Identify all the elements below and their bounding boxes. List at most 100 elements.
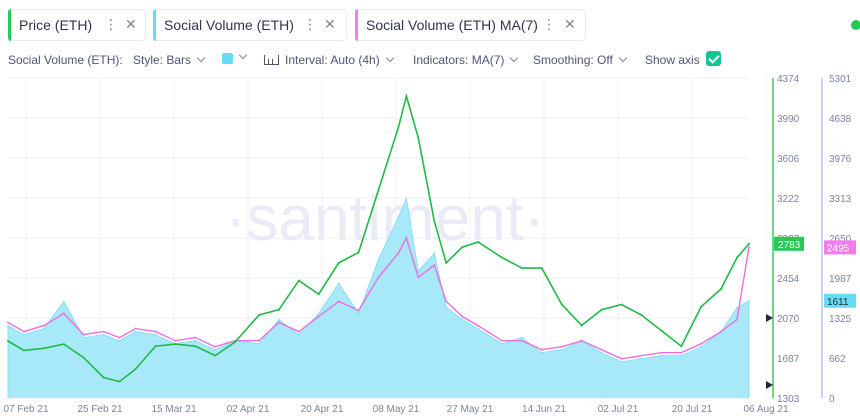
ma7-point [660,351,663,354]
x-tick-label: 15 Mar 21 [151,404,196,415]
price-point [461,246,464,249]
ma7-point [680,351,683,354]
x-tick-label: 06 Aug 21 [743,404,788,415]
ma7-point [720,330,723,333]
price-point [445,261,448,264]
price-point [174,343,177,346]
price-point [82,356,85,359]
social-volume-point [23,333,25,336]
ma7-point [82,333,85,336]
price-point [397,126,400,129]
style-dropdown[interactable]: Style: Bars [133,53,206,67]
social-tick-label: 1987 [829,274,852,285]
ma7-point [62,312,65,315]
tab-label: Social Volume (ETH) [164,17,294,33]
social-volume-point [417,270,420,272]
show-axis-checkbox[interactable] [706,51,721,66]
social-tick-label: 4638 [829,114,852,125]
smoothing-label: Smoothing: Off [533,53,613,67]
price-point [560,303,563,306]
price-point [337,261,340,264]
price-tick-label: 3222 [777,194,800,205]
ma7-point [42,324,45,327]
ma7-point [620,357,623,360]
series-color-swatch[interactable] [222,53,233,64]
social-volume-point [118,339,121,342]
ma7-point [445,300,448,303]
social-volume-point [461,318,464,321]
social-volume-point [214,348,216,351]
close-icon[interactable]: ✕ [324,16,336,32]
social-volume-point [134,330,137,333]
chart-svg: ·santiment·13031687207024542837322236063… [3,74,856,415]
tab-label: Social Volume (ETH) MA(7) [366,17,538,33]
social-volume-point [521,336,523,339]
price-point [680,345,683,348]
close-icon[interactable]: ✕ [125,16,137,32]
price-point [214,354,217,357]
social-volume-point [154,333,157,336]
volume-last-value: 1611 [827,297,849,308]
price-tick-label: 3606 [777,154,800,165]
tab-accent-price [8,9,11,41]
ma7-point [277,321,280,324]
price-point [540,267,543,270]
tab-social-volume-ma7[interactable]: Social Volume (ETH) MA(7) ⋮ ✕ [355,9,586,41]
interval-label: Interval: Auto (4h) [285,53,380,67]
tab-menu-icon[interactable]: ⋮ [542,16,556,32]
ma7-point [194,336,197,339]
ma7-point [600,348,603,351]
price-point [297,279,300,282]
indicators-dropdown[interactable]: Indicators: MA(7) [413,53,519,67]
x-tick-label: 08 May 21 [373,404,420,415]
style-label: Style: Bars [133,53,192,67]
ma7-point [700,342,703,345]
price-tick-label: 2454 [777,274,800,285]
ma7-point [357,309,360,312]
price-tick-label: 1687 [777,354,800,365]
price-point [317,293,320,296]
tab-label: Price (ETH) [19,17,93,33]
social-volume-point [357,312,360,315]
price-point [22,349,25,352]
social-tick-label: 2650 [829,234,852,245]
social-tick-label: 5301 [829,74,852,85]
social-volume-point [337,282,340,285]
ma7-point [640,354,643,357]
chart-area[interactable]: ·santiment·13031687207024542837322236063… [0,72,860,416]
price-point [580,324,583,327]
social-volume-point [82,336,85,339]
interval-dropdown[interactable]: Interval: Auto (4h) [264,53,394,67]
axis-pointer-icon [766,314,773,322]
price-last-badge [774,236,804,251]
price-point [234,341,237,343]
price-point [417,136,420,139]
x-tick-label: 02 Apr 21 [227,404,270,415]
price-point [520,267,523,270]
price-point [748,242,750,245]
price-point [720,287,723,290]
price-point [405,95,408,98]
price-point [736,256,738,259]
price-point [102,376,105,379]
price-tick-label: 4374 [777,74,800,85]
ma7-point [560,345,563,348]
close-icon[interactable]: ✕ [564,16,576,32]
show-axis-label: Show axis [645,53,700,67]
ma7-point [102,330,105,333]
tab-social-volume-eth[interactable]: Social Volume (ETH) ⋮ ✕ [153,9,347,41]
tab-menu-icon[interactable]: ⋮ [104,16,118,32]
tab-price-eth[interactable]: Price (ETH) ⋮ ✕ [8,9,146,41]
tab-menu-icon[interactable]: ⋮ [303,16,317,32]
social-volume-point [748,300,750,302]
smoothing-dropdown[interactable]: Smoothing: Off [533,53,628,67]
social-volume-point [445,306,448,309]
price-point [7,340,9,342]
price-point [640,314,643,316]
ma7-point [501,339,503,342]
x-tick-label: 02 Jul 21 [598,404,639,415]
social-volume-point [298,333,300,336]
social-volume-point [700,345,702,348]
social-tick-label: 662 [829,354,846,365]
ma7-point [580,339,583,342]
